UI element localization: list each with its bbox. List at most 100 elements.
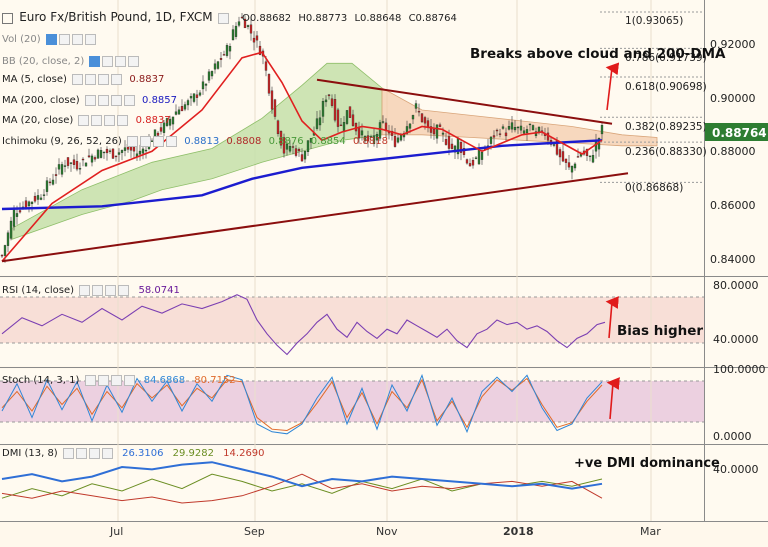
- add-icon[interactable]: [110, 374, 122, 386]
- add-icon[interactable]: [105, 284, 117, 296]
- add-icon[interactable]: [98, 73, 110, 85]
- candle-body: [507, 126, 511, 130]
- symbol-title[interactable]: Euro Fx/British Pound, 1D, FXCM: [19, 10, 213, 24]
- visibility-icon[interactable]: [97, 94, 109, 106]
- dmi-legend[interactable]: DMI (13, 8) 26.3106 29.9282 14.2690: [2, 447, 265, 459]
- add-icon[interactable]: [153, 135, 165, 147]
- settings-icon[interactable]: [62, 447, 74, 459]
- candle-body: [267, 74, 271, 94]
- collapse-icon[interactable]: [2, 12, 13, 24]
- settings-icon[interactable]: [78, 114, 90, 126]
- svg-text:1(0.93065): 1(0.93065): [625, 15, 683, 27]
- add-icon[interactable]: [115, 55, 127, 67]
- candle-body: [513, 126, 517, 131]
- indicator-ma5[interactable]: MA (5, close) 0.8837: [2, 73, 165, 85]
- candle-body: [564, 158, 568, 163]
- candle-body: [186, 100, 190, 106]
- candle-body: [504, 132, 508, 137]
- candle-body: [165, 118, 169, 126]
- stoch-k-line: [1, 373, 603, 435]
- candle-body: [57, 164, 61, 170]
- annotation-text: +ve DMI dominance: [574, 456, 720, 471]
- remove-icon[interactable]: [111, 73, 123, 85]
- close-value: 0.88764: [415, 13, 457, 24]
- stoch-k-value: 84.6868: [143, 375, 186, 386]
- dmi-axis: 40.0000: [713, 463, 759, 476]
- svg-text:0.382(0.89235): 0.382(0.89235): [625, 121, 707, 133]
- add-icon[interactable]: [110, 94, 122, 106]
- remove-icon[interactable]: [101, 447, 113, 459]
- add-icon[interactable]: [71, 33, 83, 45]
- visibility-icon[interactable]: [97, 374, 109, 386]
- candle-body: [129, 146, 133, 151]
- candle-body: [339, 124, 343, 127]
- settings-icon[interactable]: [217, 12, 229, 24]
- candle-body: [183, 104, 187, 110]
- candle-body: [204, 83, 208, 86]
- candle-body: [435, 124, 439, 139]
- visibility-icon[interactable]: [91, 114, 103, 126]
- add-icon[interactable]: [104, 114, 116, 126]
- candle-body: [447, 136, 451, 149]
- visibility-icon[interactable]: [58, 33, 70, 45]
- settings-icon[interactable]: [89, 55, 101, 67]
- candle-body: [24, 200, 28, 208]
- candle-body: [477, 150, 481, 165]
- price-axis-pane: [704, 0, 768, 521]
- rsi-line: [1, 294, 606, 356]
- indicator-bb[interactable]: BB (20, close, 2): [2, 55, 140, 69]
- annotation-text: Breaks above cloud and 200-DMA: [470, 46, 726, 62]
- visibility-icon[interactable]: [75, 447, 87, 459]
- visibility-icon[interactable]: [140, 135, 152, 147]
- price-tick: 0.90000: [710, 92, 756, 105]
- candle-body: [123, 147, 127, 151]
- remove-icon[interactable]: [166, 135, 178, 147]
- remove-icon[interactable]: [128, 55, 140, 67]
- settings-icon[interactable]: [72, 73, 84, 85]
- candle-body: [375, 133, 379, 141]
- indicator-ma20[interactable]: MA (20, close) 0.8837: [2, 114, 171, 126]
- time-axis[interactable]: Jul Sep Nov 2018 Mar: [109, 525, 661, 538]
- candle-body: [381, 121, 385, 123]
- candle-body: [30, 201, 34, 205]
- candle-body: [468, 163, 472, 167]
- breakout-annotation: Breaks above cloud and 200-DMA: [470, 46, 726, 111]
- remove-icon[interactable]: [118, 284, 130, 296]
- add-icon[interactable]: [88, 447, 100, 459]
- settings-icon[interactable]: [127, 135, 139, 147]
- open-value: 0.88682: [249, 13, 292, 24]
- remove-icon[interactable]: [117, 114, 129, 126]
- candle-body: [327, 94, 331, 97]
- remove-icon[interactable]: [84, 33, 96, 45]
- candle-body: [441, 132, 445, 135]
- candle-body: [66, 157, 70, 166]
- stoch-legend[interactable]: Stoch (14, 3, 1) 84.6868 80.7152: [2, 374, 236, 386]
- indicator-vol[interactable]: Vol (20): [2, 33, 96, 47]
- svg-text:0.786(0.91739): 0.786(0.91739): [625, 52, 707, 64]
- candle-body: [567, 162, 571, 168]
- candle-body: [81, 158, 85, 161]
- candle-body: [273, 99, 277, 117]
- settings-icon[interactable]: [79, 284, 91, 296]
- indicator-ma200[interactable]: MA (200, close) 0.8857: [2, 94, 178, 106]
- candle-body: [348, 106, 352, 118]
- candle-body: [303, 150, 307, 160]
- settings-icon[interactable]: [84, 94, 96, 106]
- stoch-axis: 100.0000 0.0000: [713, 363, 766, 443]
- visibility-icon[interactable]: [102, 55, 114, 67]
- settings-icon[interactable]: [84, 374, 96, 386]
- visibility-icon[interactable]: [85, 73, 97, 85]
- indicator-ichimoku[interactable]: Ichimoku (9, 26, 52, 26) 0.8813 0.8808 0…: [2, 135, 388, 147]
- candle-body: [60, 164, 64, 175]
- rsi-legend[interactable]: RSI (14, close) 58.0741: [2, 284, 180, 296]
- candle-body: [168, 118, 172, 126]
- candle-body: [225, 45, 229, 56]
- remove-icon[interactable]: [123, 374, 135, 386]
- visibility-icon[interactable]: [92, 284, 104, 296]
- candle-body: [300, 154, 304, 162]
- price-axis[interactable]: 0.92000 0.90000 0.88000 0.86000 0.84000: [710, 38, 756, 266]
- candle-body: [354, 122, 358, 132]
- settings-icon[interactable]: [45, 33, 57, 45]
- remove-icon[interactable]: [123, 94, 135, 106]
